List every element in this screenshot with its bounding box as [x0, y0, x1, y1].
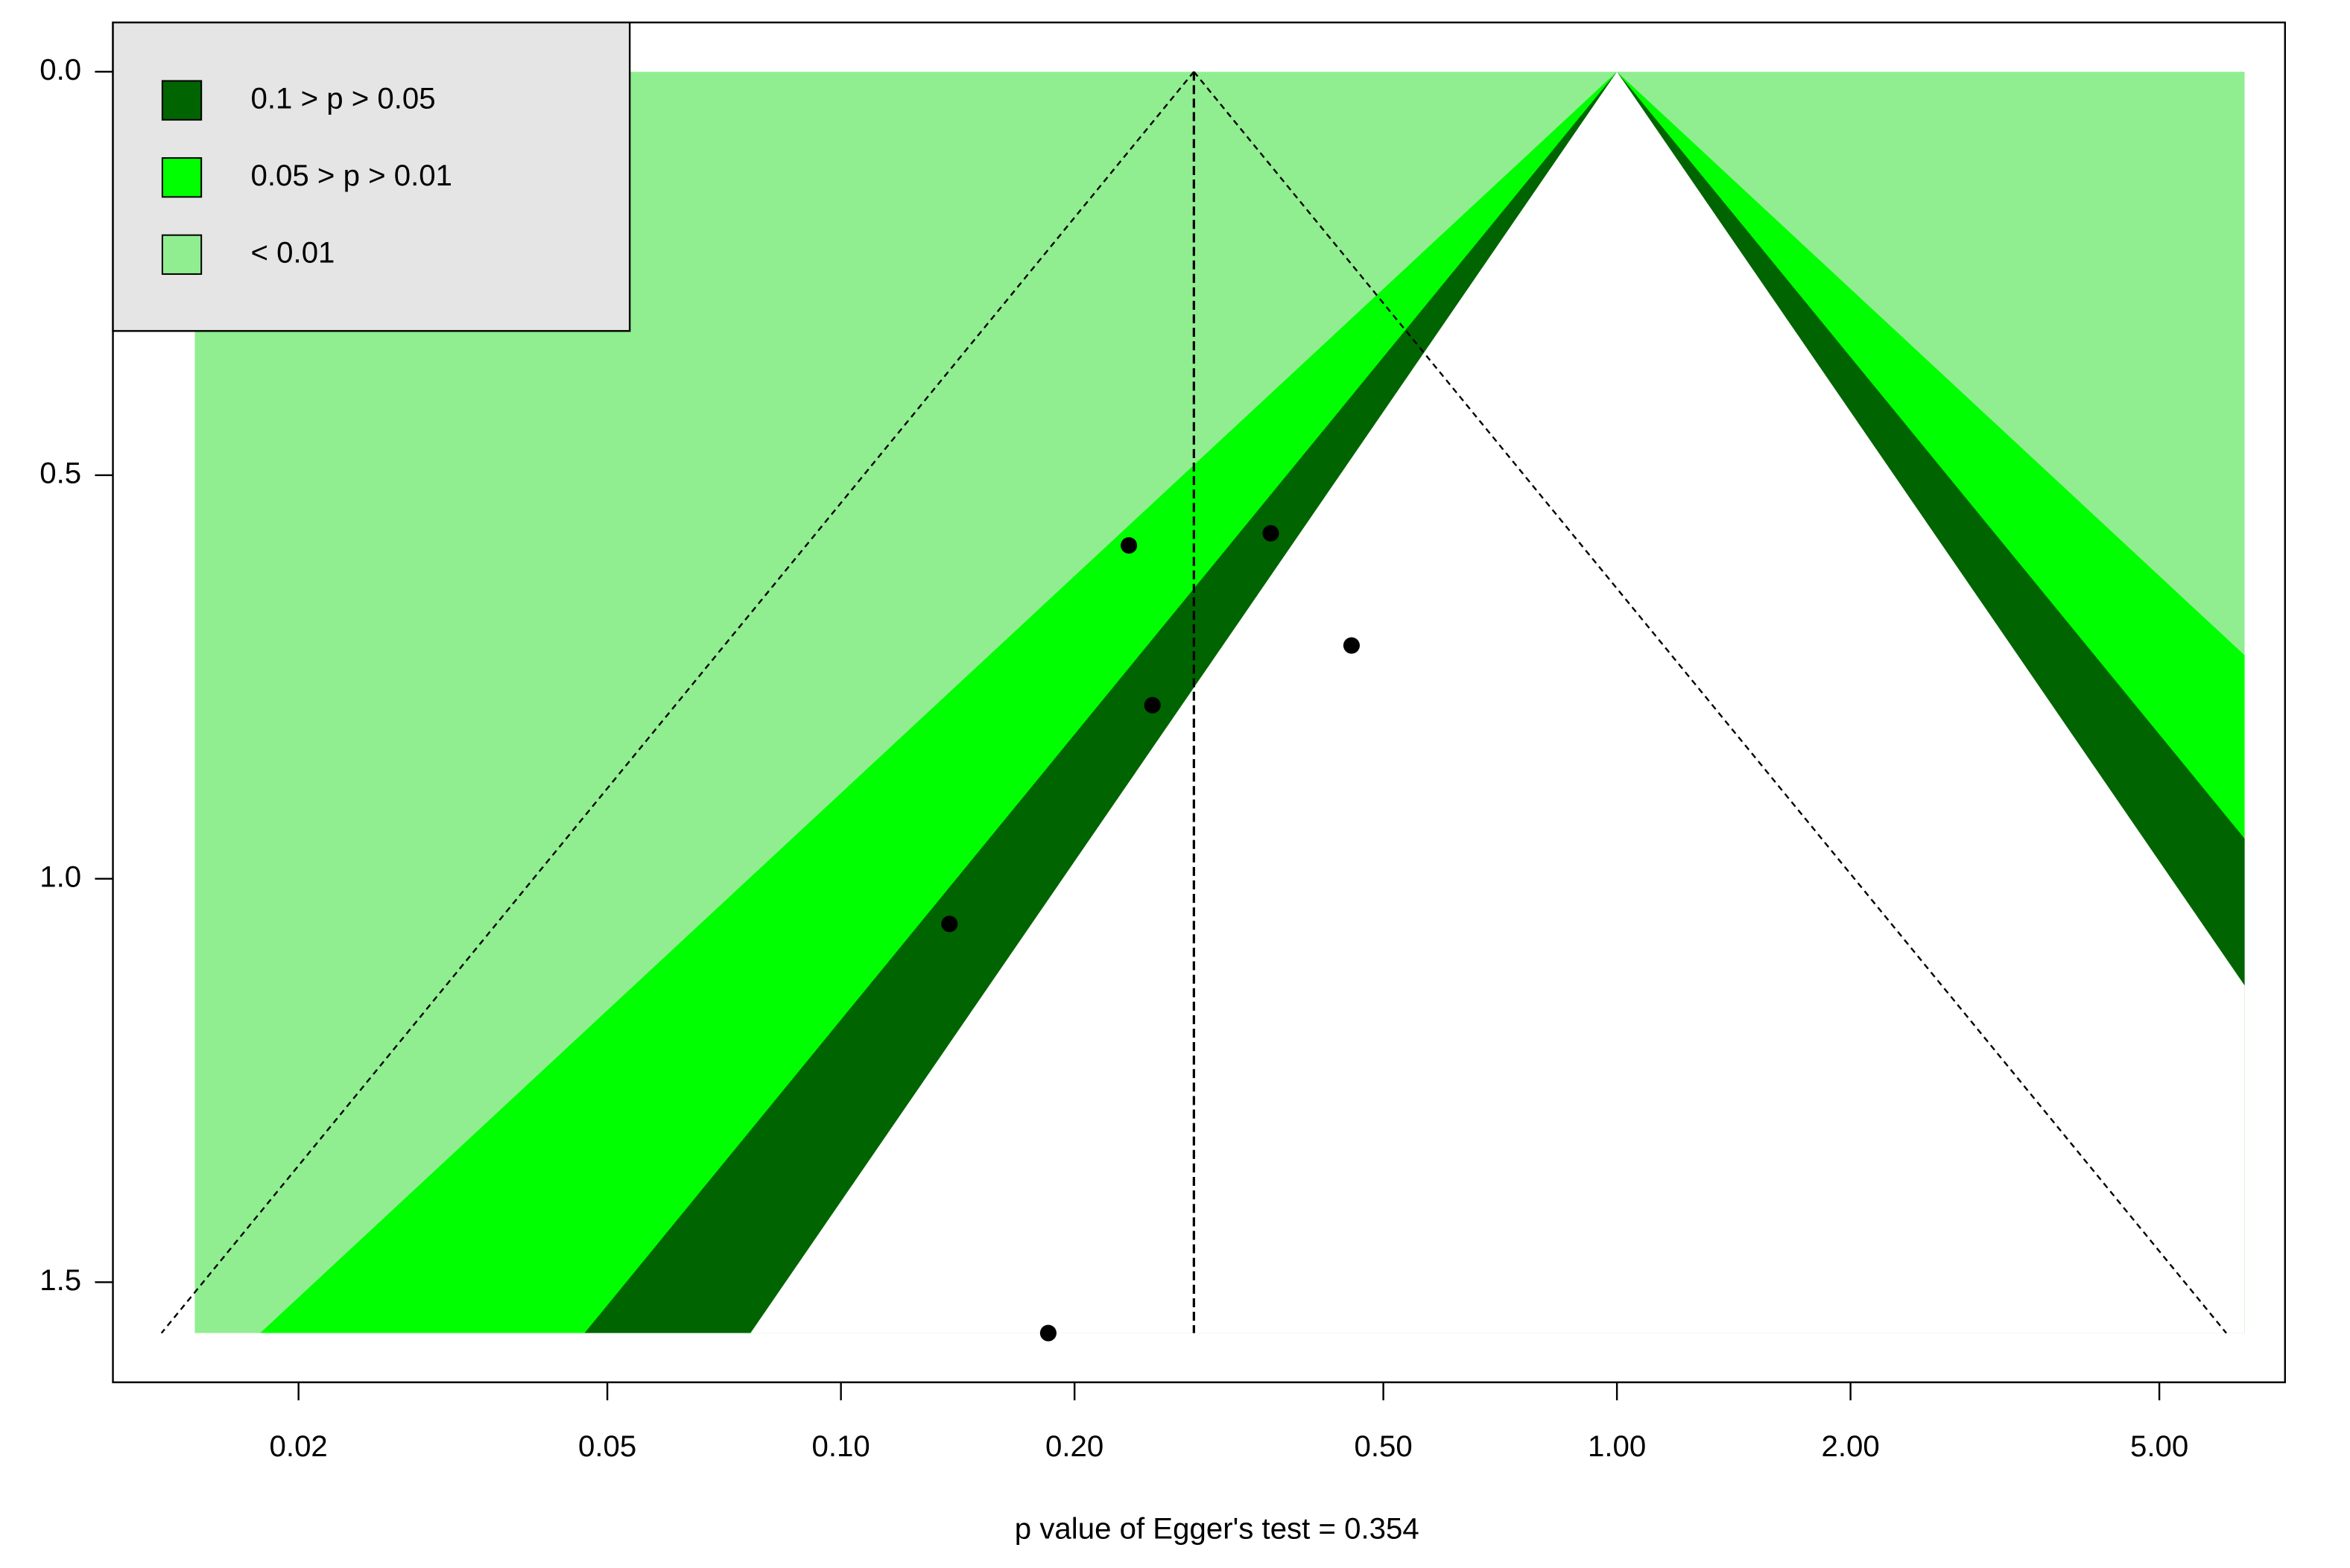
y-tick-label: 0.5	[39, 457, 81, 490]
x-tick-label: 0.50	[1354, 1429, 1412, 1463]
plot-frame	[112, 21, 2286, 1383]
y-tick-label: 1.5	[39, 1263, 81, 1297]
data-point	[1144, 696, 1161, 714]
funnel-line	[1193, 71, 2227, 1334]
x-tick-label: 0.10	[812, 1429, 870, 1463]
data-point	[1039, 1324, 1057, 1342]
legend-label: 0.05 > p > 0.01	[251, 159, 453, 192]
data-point	[1262, 524, 1279, 542]
data-point	[1121, 537, 1138, 554]
contour-region	[750, 72, 2245, 1333]
contour-regions	[194, 72, 2245, 1333]
x-tick-label: 1.00	[1588, 1429, 1646, 1463]
legend-swatch	[161, 157, 203, 198]
y-tick-label: 0.0	[39, 53, 81, 86]
x-tick-label: 5.00	[2130, 1429, 2188, 1463]
legend-swatch	[161, 234, 203, 275]
legend-box	[112, 21, 631, 332]
legend-swatch	[161, 80, 203, 121]
data-point	[1343, 637, 1361, 654]
x-tick-label: 0.05	[578, 1429, 636, 1463]
x-tick-label: 0.20	[1045, 1429, 1103, 1463]
funnel-line	[160, 71, 1195, 1334]
legend-label: < 0.01	[251, 235, 335, 269]
legend-label: 0.1 > p > 0.05	[251, 81, 436, 115]
plot-content: 0.02 0.05 0.10 0.20 0.50 1.00 2.00 5.00 0.0 0.5 1.…	[39, 21, 2286, 1463]
x-axis-label: p value of Egger's test = 0.354	[1015, 1511, 1419, 1545]
x-tick-label: 2.00	[1822, 1429, 1880, 1463]
data-point	[941, 915, 958, 933]
x-tick-label: 0.02	[270, 1429, 328, 1463]
y-tick-label: 1.0	[39, 860, 81, 893]
